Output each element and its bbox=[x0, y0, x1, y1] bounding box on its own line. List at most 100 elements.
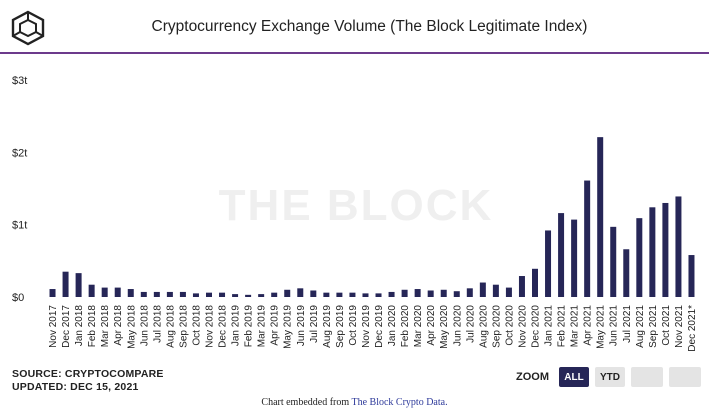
bar[interactable] bbox=[492, 284, 499, 297]
bar-chart: THE BLOCK $0$1t$2t$3t Nov 2017 Dec 2017 Ja… bbox=[12, 75, 698, 352]
bar[interactable] bbox=[610, 226, 617, 297]
bar[interactable] bbox=[427, 290, 434, 297]
x-tick-label: Feb 2021 bbox=[557, 305, 568, 348]
y-tick-label: $0 bbox=[12, 292, 24, 304]
chart-title: Cryptocurrency Exchange Volume (The Bloc… bbox=[151, 18, 588, 35]
x-tick-label: Dec 2017 bbox=[61, 305, 72, 348]
bar[interactable] bbox=[101, 287, 108, 297]
x-tick-label: Aug 2021 bbox=[635, 305, 646, 348]
zoom-blank-button-2[interactable] bbox=[669, 367, 701, 387]
bar[interactable] bbox=[532, 268, 538, 297]
bar[interactable] bbox=[675, 196, 682, 297]
x-tick-label: Feb 2018 bbox=[87, 305, 98, 348]
x-tick-label: Dec 2020 bbox=[531, 305, 542, 348]
bar[interactable] bbox=[192, 293, 199, 297]
x-tick-label: Apr 2021 bbox=[583, 305, 594, 346]
x-tick-label: Aug 2018 bbox=[165, 305, 176, 348]
y-tick-label: $1t bbox=[12, 220, 27, 232]
bar[interactable] bbox=[662, 202, 669, 297]
x-tick-label: Feb 2020 bbox=[400, 305, 411, 348]
x-tick-label: Feb 2019 bbox=[244, 305, 255, 348]
bar[interactable] bbox=[88, 284, 95, 297]
x-tick-label: Apr 2019 bbox=[270, 305, 281, 346]
bar[interactable] bbox=[153, 291, 160, 297]
bar[interactable] bbox=[466, 288, 473, 297]
bar[interactable] bbox=[558, 213, 565, 297]
x-tick-label: Jun 2018 bbox=[139, 305, 150, 347]
x-tick-label: Mar 2020 bbox=[413, 305, 424, 348]
zoom-blank-button-1[interactable] bbox=[631, 367, 663, 387]
x-tick-label: Mar 2021 bbox=[570, 305, 581, 348]
bar[interactable] bbox=[453, 291, 460, 297]
bar[interactable] bbox=[297, 288, 304, 297]
x-tick-label: Dec 2018 bbox=[218, 305, 229, 348]
bar[interactable] bbox=[349, 292, 356, 297]
x-tick-label: Aug 2019 bbox=[322, 305, 333, 348]
zoom-all-button[interactable]: ALL bbox=[559, 367, 589, 387]
bar[interactable] bbox=[505, 287, 512, 297]
bar[interactable] bbox=[336, 292, 343, 297]
bar[interactable] bbox=[440, 289, 447, 297]
bar[interactable] bbox=[375, 293, 382, 297]
bar[interactable] bbox=[597, 137, 604, 297]
y-tick-label: $2t bbox=[12, 147, 27, 159]
x-tick-label: Nov 2021 bbox=[674, 305, 685, 348]
x-tick-label: Jul 2018 bbox=[152, 305, 163, 343]
bar[interactable] bbox=[127, 289, 134, 297]
embed-note: Chart embedded from The Block Crypto Dat… bbox=[0, 397, 709, 408]
x-tick-label: Jul 2021 bbox=[622, 305, 633, 343]
zoom-label: ZOOM bbox=[516, 371, 549, 383]
bars bbox=[49, 137, 695, 297]
bar[interactable] bbox=[414, 289, 421, 297]
x-tick-label: Jul 2019 bbox=[309, 305, 320, 343]
bar[interactable] bbox=[258, 294, 265, 297]
bar[interactable] bbox=[571, 219, 578, 297]
bar[interactable] bbox=[179, 291, 186, 297]
title-divider bbox=[0, 52, 709, 54]
x-tick-label: Oct 2019 bbox=[348, 305, 359, 346]
bar[interactable] bbox=[232, 294, 239, 297]
bar[interactable] bbox=[49, 289, 56, 297]
bar[interactable] bbox=[114, 287, 121, 297]
source-text: SOURCE: CRYPTOCOMPARE bbox=[12, 368, 164, 380]
bar[interactable] bbox=[219, 292, 226, 297]
embed-link[interactable]: The Block Crypto Data. bbox=[351, 397, 448, 408]
bar[interactable] bbox=[62, 271, 69, 297]
x-tick-label: Sep 2019 bbox=[335, 305, 346, 348]
y-tick-label: $3t bbox=[12, 75, 27, 87]
bar[interactable] bbox=[688, 255, 695, 297]
zoom-ytd-button[interactable]: YTD bbox=[595, 367, 625, 387]
x-tick-label: Sep 2020 bbox=[491, 305, 502, 348]
x-tick-label: May 2021 bbox=[596, 305, 607, 349]
embed-prefix: Chart embedded from bbox=[261, 397, 352, 408]
bar[interactable] bbox=[545, 230, 552, 297]
bar[interactable] bbox=[401, 289, 408, 297]
x-tick-label: Jan 2019 bbox=[231, 305, 242, 347]
bar[interactable] bbox=[166, 291, 173, 297]
bar[interactable] bbox=[271, 292, 278, 297]
x-tick-label: Dec 2021* bbox=[687, 305, 698, 352]
x-tick-label: Jul 2020 bbox=[465, 305, 476, 343]
x-tick-label: May 2019 bbox=[283, 305, 294, 349]
bar[interactable] bbox=[323, 292, 330, 297]
x-axis: Nov 2017 Dec 2017 Jan 2018 Feb 2018 Mar 2018… bbox=[48, 305, 698, 352]
x-tick-label: Jun 2020 bbox=[452, 305, 463, 347]
bar[interactable] bbox=[623, 249, 630, 297]
x-tick-label: Nov 2019 bbox=[361, 305, 372, 348]
bar[interactable] bbox=[636, 218, 643, 297]
bar[interactable] bbox=[649, 207, 656, 297]
bar[interactable] bbox=[245, 294, 252, 297]
bar[interactable] bbox=[388, 291, 395, 297]
bar[interactable] bbox=[284, 289, 291, 297]
bar[interactable] bbox=[479, 282, 486, 297]
x-tick-label: Apr 2018 bbox=[113, 305, 124, 346]
bar[interactable] bbox=[140, 291, 147, 297]
bar[interactable] bbox=[206, 292, 212, 297]
y-axis: $0 $1t $2t $3t bbox=[12, 75, 27, 304]
bar[interactable] bbox=[362, 293, 369, 297]
bar[interactable] bbox=[75, 273, 82, 297]
bar[interactable] bbox=[310, 290, 317, 297]
x-tick-label: Jan 2020 bbox=[387, 305, 398, 347]
bar[interactable] bbox=[584, 180, 591, 297]
bar[interactable] bbox=[518, 276, 525, 297]
